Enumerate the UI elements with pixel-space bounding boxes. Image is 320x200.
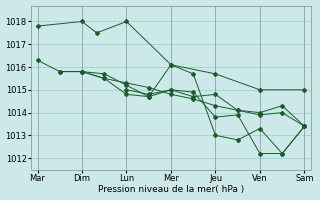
- X-axis label: Pression niveau de la mer( hPa ): Pression niveau de la mer( hPa ): [98, 185, 244, 194]
